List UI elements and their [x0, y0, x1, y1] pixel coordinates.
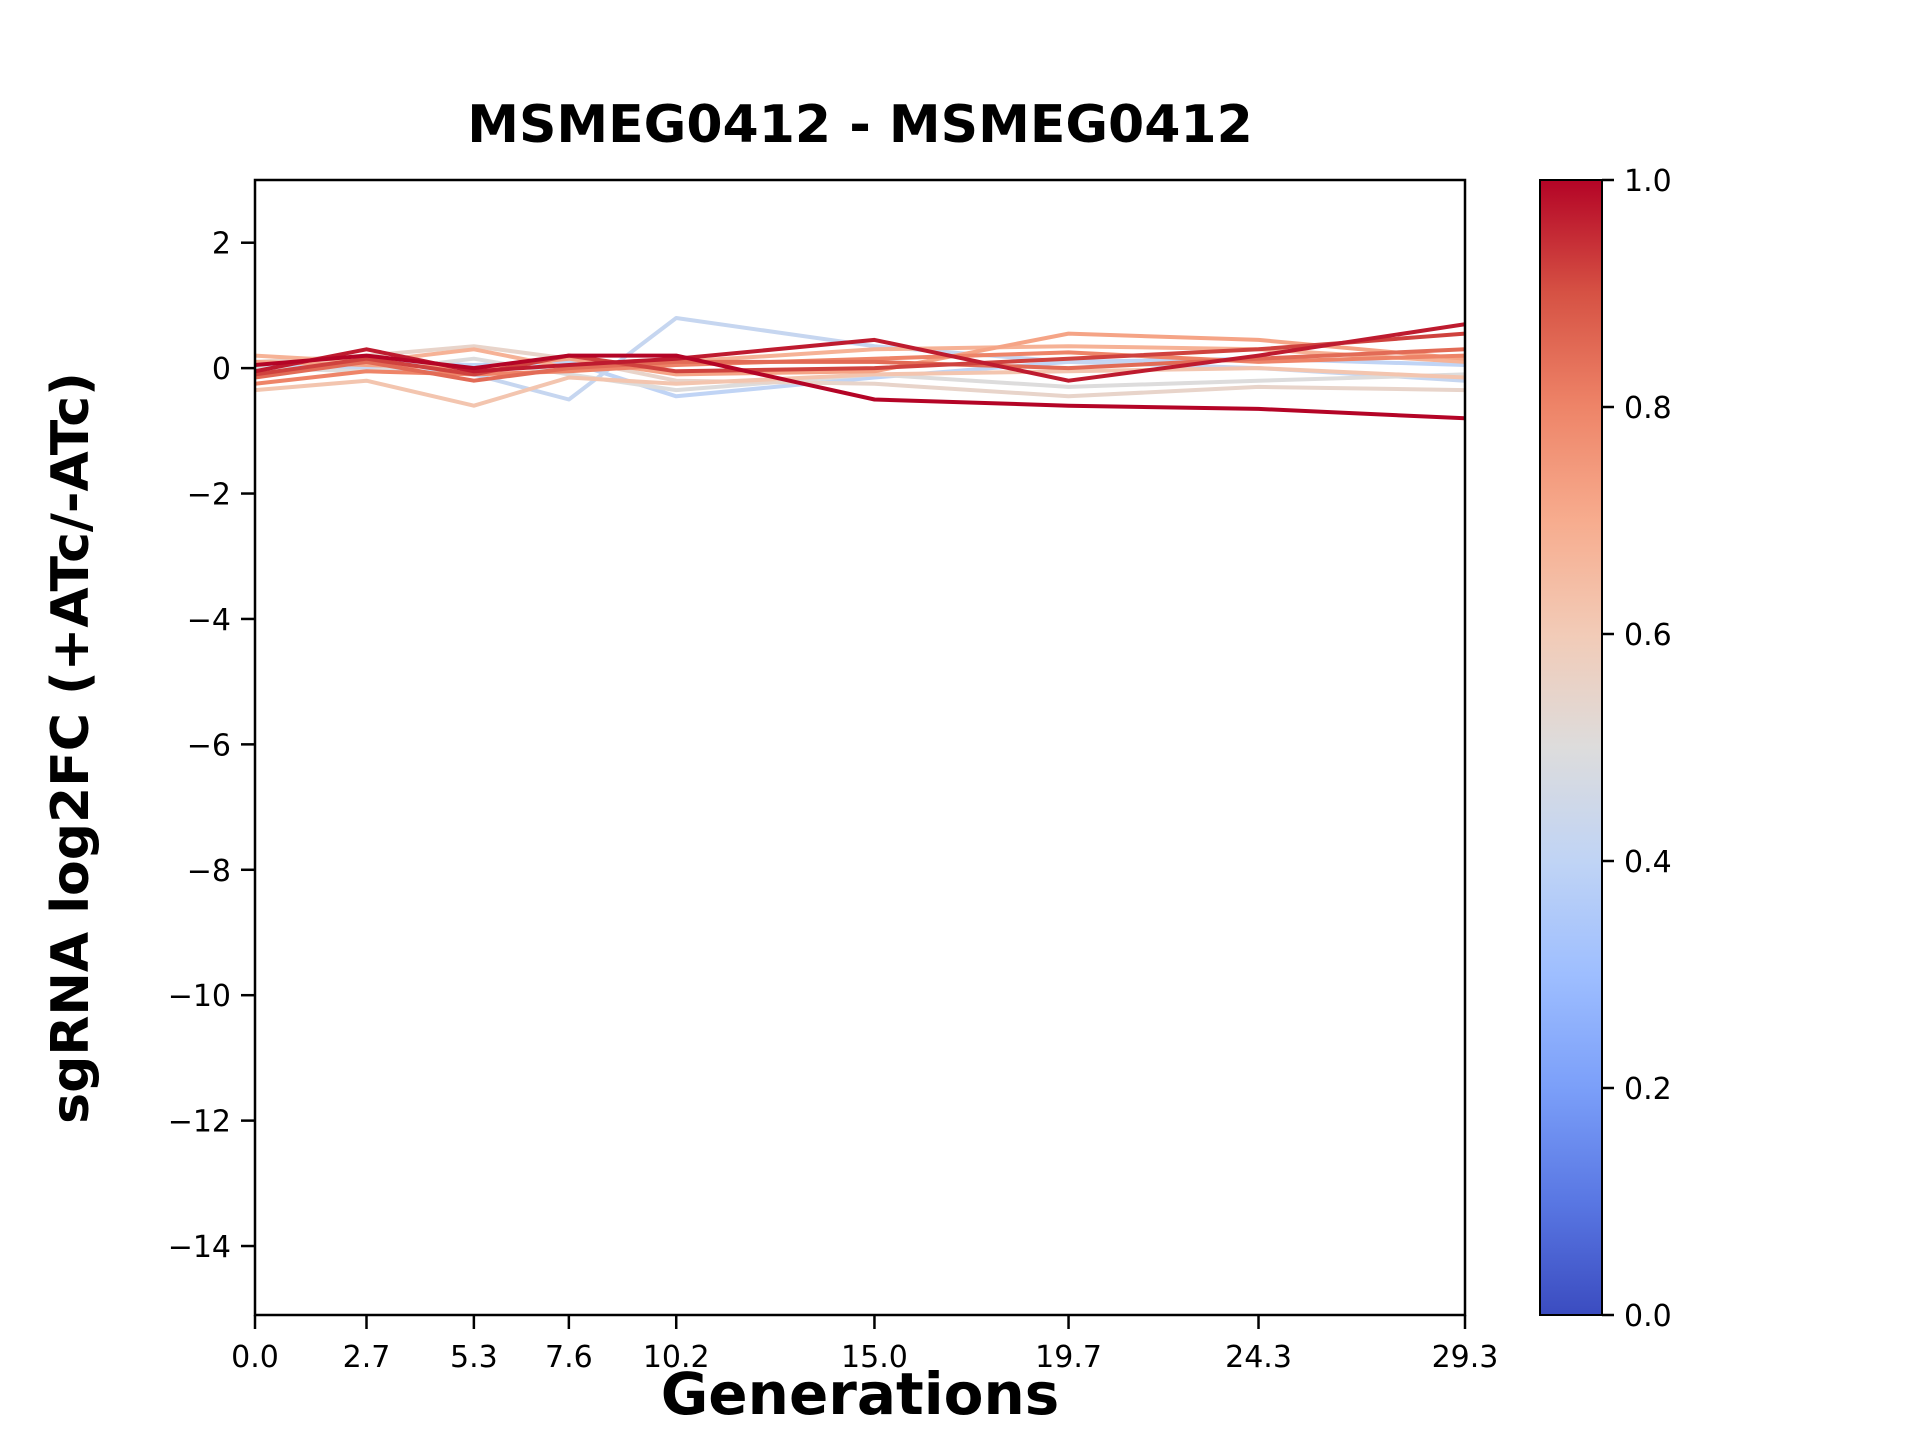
series-line: [255, 316, 1465, 402]
colorbar-tick-label: 1.0: [1624, 164, 1672, 199]
series-line: [255, 347, 1465, 383]
y-tick-label: −2: [187, 478, 231, 513]
x-tick-label: 24.3: [1225, 1340, 1292, 1375]
plot-border: [253, 178, 1467, 1317]
x-tick-label: 0.0: [231, 1340, 279, 1375]
series-line: [255, 344, 1465, 399]
x-tick-label: 2.7: [343, 1340, 391, 1375]
series-line: [255, 331, 1465, 377]
y-tick-label: −14: [168, 1230, 231, 1265]
colorbar-tick-label: 0.8: [1624, 391, 1672, 426]
series-line: [255, 350, 1465, 386]
x-tick-label: 19.7: [1035, 1340, 1102, 1375]
colorbar-tick-label: 0.0: [1624, 1299, 1672, 1334]
y-tick-label: −4: [187, 603, 231, 638]
x-tick-label: 7.6: [545, 1340, 593, 1375]
y-tick-label: −12: [168, 1105, 231, 1140]
y-tick-label: 2: [212, 227, 231, 262]
y-tick-label: −10: [168, 979, 231, 1014]
x-axis-ticks: 0.0 2.7 5.3 7.6 10.2 15.0 19.7 24.3 29.3: [231, 1315, 1498, 1375]
x-tick-label: 29.3: [1432, 1340, 1499, 1375]
y-tick-label: 0: [212, 352, 231, 387]
colorbar-tick-label: 0.4: [1624, 845, 1672, 880]
y-axis-label: sgRNA log2FC (+ATc/-ATc): [41, 372, 101, 1124]
series-line: [255, 353, 1465, 421]
series-line: [255, 366, 1465, 408]
x-axis-label: Generations: [661, 1360, 1060, 1428]
x-tick-label: 10.2: [643, 1340, 710, 1375]
colorbar-ticks: 0.0 0.2 0.4 0.6 0.8 1.0: [1602, 164, 1672, 1334]
colorbar-tick-label: 0.6: [1624, 618, 1672, 653]
chart-title: MSMEG0412 - MSMEG0412: [467, 95, 1253, 155]
x-tick-label: 5.3: [450, 1340, 498, 1375]
colorbar-tick-label: 0.2: [1624, 1072, 1672, 1107]
x-tick-label: 15.0: [841, 1340, 908, 1375]
series-line: [255, 331, 1465, 377]
y-tick-label: −8: [187, 854, 231, 889]
series-lines: [255, 316, 1465, 421]
colorbar: [1539, 179, 1603, 1316]
series-line: [255, 322, 1465, 383]
y-tick-label: −6: [187, 728, 231, 763]
y-axis-ticks: 2 0 −2 −4 −6 −8 −10 −12 −14: [168, 227, 255, 1265]
